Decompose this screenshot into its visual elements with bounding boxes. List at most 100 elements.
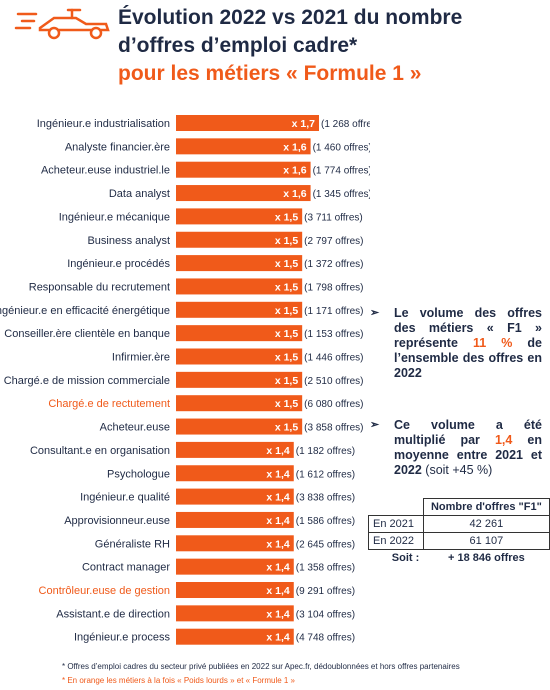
title-line-2: d’offres d’emploi cadre* — [118, 34, 358, 57]
bar-value-label: x 1,5 — [275, 422, 299, 434]
bar-value-label: x 1,5 — [275, 258, 299, 270]
bar-value-label: x 1,4 — [266, 632, 290, 644]
bar — [176, 465, 294, 482]
offers-count-label: (1 182 offres) — [296, 446, 355, 457]
bullet1-text-a: Le volume des offres des métiers « F1 » … — [394, 306, 542, 350]
category-label: Chargé.e de rectutement — [48, 398, 170, 410]
category-label: Infirmier.ère — [112, 352, 170, 364]
bullet-f1-growth: ➢ Ce volume a été multiplié par 1,4 en m… — [370, 418, 543, 478]
category-label: Ingénieur.e mécanique — [59, 211, 170, 223]
offers-stats-table: Nombre d'offres "F1" En 2021 42 261 En 2… — [368, 498, 550, 566]
bar — [176, 395, 303, 412]
total-value: + 18 846 offres — [448, 552, 525, 564]
offers-count-label: (2 797 offres) — [304, 236, 363, 247]
category-label: Acheteur.euse industriel.le — [41, 165, 170, 177]
offers-count-label: (1 774 offres) — [313, 166, 370, 177]
category-label: Ingénieur.e industrialisation — [37, 118, 170, 130]
bar — [176, 371, 303, 388]
offers-count-label: (3 104 offres) — [296, 609, 355, 620]
category-label: Approvisionneur.euse — [64, 515, 170, 527]
bar-value-label: x 1,4 — [266, 468, 290, 480]
total-label: Soit : — [391, 552, 420, 564]
bar-value-label: x 1,5 — [275, 211, 299, 223]
category-label: Conseiller.ère clientèle en banque — [4, 328, 170, 340]
category-label: Ingénieur.e procédés — [67, 258, 170, 270]
table-row: En 2021 42 261 — [368, 515, 550, 533]
offers-count-label: (9 291 offres) — [296, 586, 355, 597]
bar — [176, 488, 294, 505]
bar-value-label: x 1,4 — [266, 562, 290, 574]
category-label: Contrôleur.euse de gestion — [39, 585, 170, 597]
stats-table-header: Nombre d'offres "F1" — [422, 498, 550, 516]
category-label: Psychologue — [107, 468, 170, 480]
bar — [176, 558, 294, 575]
bar-value-label: x 1,4 — [266, 608, 290, 620]
bar — [176, 185, 311, 202]
bar — [176, 231, 303, 248]
bar-value-label: x 1,5 — [275, 235, 299, 247]
row-label-2021: En 2021 — [368, 515, 424, 533]
footnote-source: * Offres d’emploi cadres du secteur priv… — [62, 662, 460, 671]
bar-value-label: x 1,4 — [266, 515, 290, 527]
bar-value-label: x 1,5 — [275, 305, 299, 317]
bar-value-label: x 1,5 — [275, 281, 299, 293]
category-label: Ingénieur.e en efficacité énergétique — [0, 305, 170, 317]
row-value-2021: 42 261 — [422, 515, 550, 533]
bar-value-label: x 1,4 — [266, 445, 290, 457]
category-label: Contract manager — [82, 562, 170, 574]
bar — [176, 628, 294, 645]
table-row: En 2022 61 107 — [368, 532, 550, 550]
bar-value-label: x 1,6 — [283, 188, 307, 200]
bar-value-label: x 1,5 — [275, 398, 299, 410]
bar — [176, 582, 294, 598]
category-label: Ingénieur.e qualité — [80, 492, 170, 504]
offers-count-label: (1 372 offres) — [304, 259, 363, 270]
bar-value-label: x 1,7 — [292, 118, 316, 130]
offers-count-label: (3 838 offres) — [296, 493, 355, 504]
offers-count-label: (1 446 offres) — [304, 353, 363, 364]
category-label: Consultant.e en organisation — [30, 445, 170, 457]
bar — [176, 278, 303, 295]
category-label: Analyste financier.ère — [65, 141, 170, 153]
offers-count-label: (1 268 offres) — [321, 119, 370, 130]
bar — [176, 348, 303, 365]
footnote-orange-legend: * En orange les métiers à la fois « Poid… — [62, 676, 296, 685]
bullet2-highlight: 1,4 — [494, 433, 513, 447]
offers-count-label: (3 711 offres) — [304, 212, 363, 223]
bar-value-label: x 1,5 — [275, 375, 299, 387]
offers-count-label: (2 510 offres) — [304, 376, 363, 387]
bar-chart: Ingénieur.e industrialisation x 1,7 (1 268… — [0, 115, 370, 645]
bar — [176, 325, 303, 342]
bullet1-text-b: de l’ensemble des offres en 2022 — [394, 336, 542, 380]
race-car-logo-icon — [14, 8, 110, 40]
bullet2-text-b: en moyenne entre 2021 et 2022 — [394, 433, 543, 477]
title-line-3: pour les métiers « Formule 1 » — [118, 62, 422, 85]
bullet2-text-a: Ce volume a été multiplié par — [394, 418, 542, 447]
bar — [176, 441, 294, 458]
bullet2-percent: (soit +45 %) — [425, 463, 493, 477]
bar-value-label: x 1,4 — [266, 538, 290, 550]
row-label-2022: En 2022 — [368, 532, 424, 550]
offers-count-label: (2 645 offres) — [296, 539, 355, 550]
category-label: Chargé.e de mission commerciale — [4, 375, 170, 387]
bar — [176, 138, 311, 155]
bar — [176, 301, 303, 318]
bar — [176, 161, 311, 178]
bar — [176, 605, 294, 622]
table-total-row: Soit : + 18 846 offres — [369, 550, 550, 567]
offers-count-label: (4 748 offres) — [296, 633, 355, 644]
category-label: Data analyst — [109, 188, 170, 200]
bullet-f1-share: ➢ Le volume des offres des métiers « F1 … — [370, 306, 542, 381]
bar — [176, 115, 319, 131]
offers-count-label: (6 080 offres) — [304, 399, 363, 410]
bar — [176, 255, 303, 272]
offers-count-label: (1 460 offres) — [313, 142, 370, 153]
offers-count-label: (1 171 offres) — [304, 306, 363, 317]
offers-count-label: (3 858 offres) — [304, 423, 363, 434]
offers-count-label: (1 798 offres) — [304, 282, 363, 293]
bullet1-highlight: 11 % — [472, 336, 513, 350]
category-label: Généraliste RH — [95, 538, 170, 550]
offers-count-label: (1 153 offres) — [304, 329, 363, 340]
bar — [176, 208, 303, 225]
category-label: Assistant.e de direction — [56, 608, 170, 620]
